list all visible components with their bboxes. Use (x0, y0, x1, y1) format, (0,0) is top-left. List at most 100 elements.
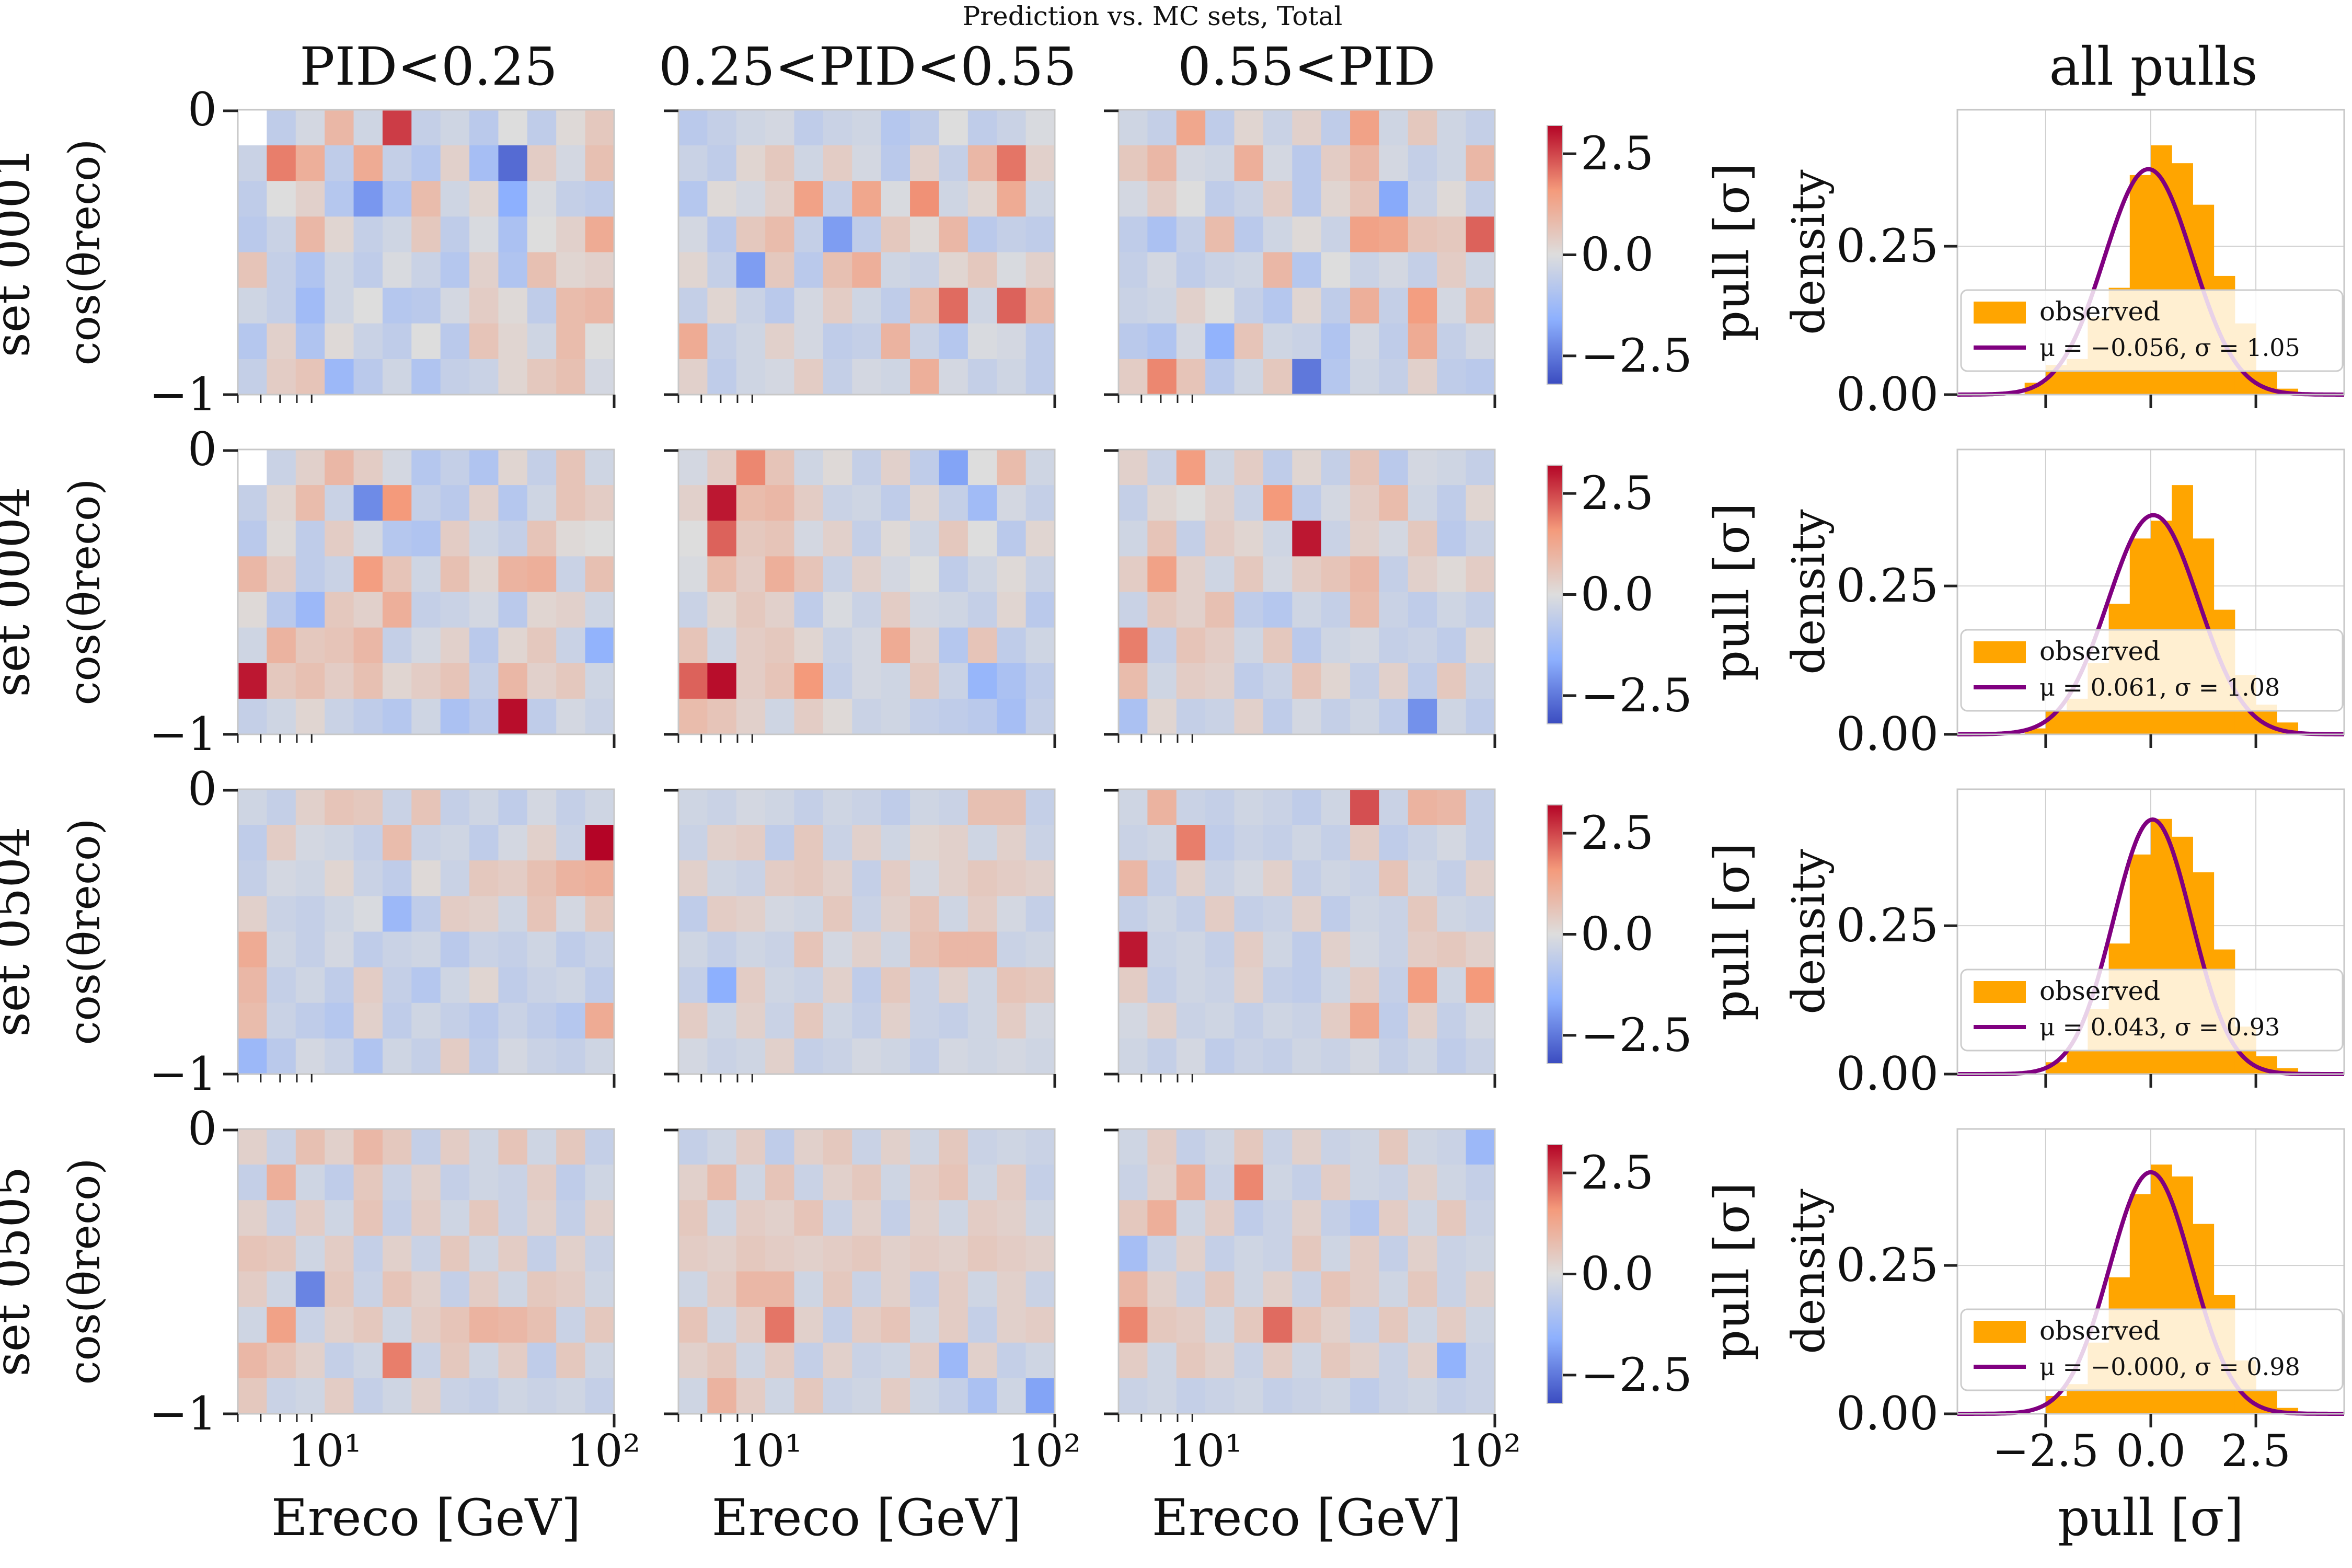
heatmap-cell (823, 663, 853, 699)
heatmap-cell (678, 1038, 708, 1075)
heatmap-cell (736, 1002, 766, 1039)
heatmap-cell (1350, 1236, 1380, 1272)
heatmap-cell (440, 1271, 470, 1308)
heatmap-cell (1147, 485, 1177, 522)
heatmap-cell (382, 323, 412, 360)
heatmap-cell (1263, 1307, 1293, 1343)
heatmap-cell (1147, 896, 1177, 932)
heatmap-cell (736, 1129, 766, 1165)
heatmap-cell (823, 1129, 853, 1165)
pull-histogram-panel: 0.25 0.00 observed μ = 0.043, σ = 0.93 (1836, 788, 2345, 1101)
heatmap-cell (1205, 216, 1235, 253)
heatmap-frame (1117, 788, 1496, 1075)
heatmap-cell (238, 1129, 268, 1165)
heatmap-cell (267, 1307, 296, 1343)
row-label: set 0001 (0, 147, 40, 357)
heatmap-cell (823, 967, 853, 1004)
heatmap-cell (1408, 145, 1438, 182)
heatmap-cell (585, 825, 615, 861)
heatmap-cell (353, 521, 383, 557)
heatmap-cell (939, 896, 969, 932)
heatmap-cell (1147, 216, 1177, 253)
heatmap-cell (794, 145, 824, 182)
heatmap-cell (910, 216, 940, 253)
heatmap-cell (707, 789, 737, 825)
heatmap-cell (1205, 627, 1235, 664)
heatmap-cell (1147, 521, 1177, 557)
heatmap-cell (1176, 1200, 1206, 1237)
heatmap-cell (238, 860, 268, 897)
heatmap-cell (325, 789, 354, 825)
heatmap-cell (1147, 1129, 1177, 1165)
heatmap-cell (823, 145, 853, 182)
heatmap-cell (498, 110, 528, 146)
heatmap-cell (1176, 698, 1206, 735)
heatmap-cell (997, 556, 1027, 593)
heatmap-cell (910, 698, 940, 735)
heatmap-cell (1147, 556, 1177, 593)
heatmap-cell (1321, 110, 1351, 146)
heatmap-cell (1466, 789, 1495, 825)
heatmap-cell (765, 592, 795, 628)
heatmap-cell (325, 252, 354, 289)
heatmap-cell (678, 663, 708, 699)
heatmap-panel: 0 −1 (149, 422, 616, 761)
heatmap-cell (1263, 627, 1293, 664)
heatmap-cell (678, 556, 708, 593)
heatmap-cell (556, 860, 586, 897)
heatmap-panel (664, 788, 1056, 1088)
heatmap-cell (736, 216, 766, 253)
heatmap-cell (707, 449, 737, 486)
heatmap-cell (1466, 1271, 1495, 1308)
heatmap-cell (997, 1236, 1027, 1272)
heatmap-cell (939, 1165, 969, 1201)
heatmap-cell (939, 627, 969, 664)
heatmap-cell (939, 1002, 969, 1039)
heatmap-cell (469, 521, 499, 557)
heatmap-cell (823, 789, 853, 825)
heatmap-cell (997, 1129, 1027, 1165)
heatmap-cell (997, 592, 1027, 628)
heatmap-cell (1292, 1038, 1322, 1075)
heatmap-cell (1263, 860, 1293, 897)
colorbar-label: pull [σ] (1704, 503, 1760, 681)
heatmap-cell (556, 1307, 586, 1343)
heatmap-cell (382, 789, 412, 825)
heatmap-cell (794, 825, 824, 861)
heatmap-cell (1025, 1307, 1055, 1343)
heatmap-cell (1025, 627, 1055, 664)
heatmap-cell (585, 181, 615, 217)
heatmap-cell (678, 216, 708, 253)
heatmap-cell (910, 789, 940, 825)
heatmap-cell (1350, 1002, 1380, 1039)
heatmap-cell (707, 663, 737, 699)
heatmap-cell (1025, 1002, 1055, 1039)
heatmap-cell (910, 1342, 940, 1379)
gauss-fit-line (1957, 167, 2344, 397)
heatmap-cell (1350, 145, 1380, 182)
heatmap-cell (1234, 592, 1264, 628)
heatmap-cell (823, 359, 853, 395)
heatmap-cell (852, 145, 882, 182)
heatmap-cell (1119, 698, 1148, 735)
heatmap-cell (736, 592, 766, 628)
heatmap-cell (527, 181, 557, 217)
heatmap-cell (852, 896, 882, 932)
heatmap-cell (967, 1038, 998, 1075)
heatmap-cell (967, 592, 998, 628)
heatmap-cell (1147, 1002, 1177, 1039)
heatmap-cell (1408, 323, 1438, 360)
heatmap-cell (411, 145, 441, 182)
heatmap-cell (881, 287, 910, 324)
heatmap-cell (997, 359, 1027, 395)
heatmap-cell (556, 323, 586, 360)
heatmap-cell (1379, 216, 1409, 253)
heatmap-cell (1263, 1236, 1293, 1272)
heatmap-cell (1292, 1342, 1322, 1379)
heatmap-cell (382, 896, 412, 932)
heatmap-cell (440, 145, 470, 182)
colorbar-tick-label: 0.0 (1581, 1247, 1654, 1301)
heatmap-cell (1176, 663, 1206, 699)
heatmap-cell (325, 896, 354, 932)
pull-histogram-panel: 0.25 0.00 observed μ = −0.056, σ = 1.05 (1836, 109, 2345, 421)
